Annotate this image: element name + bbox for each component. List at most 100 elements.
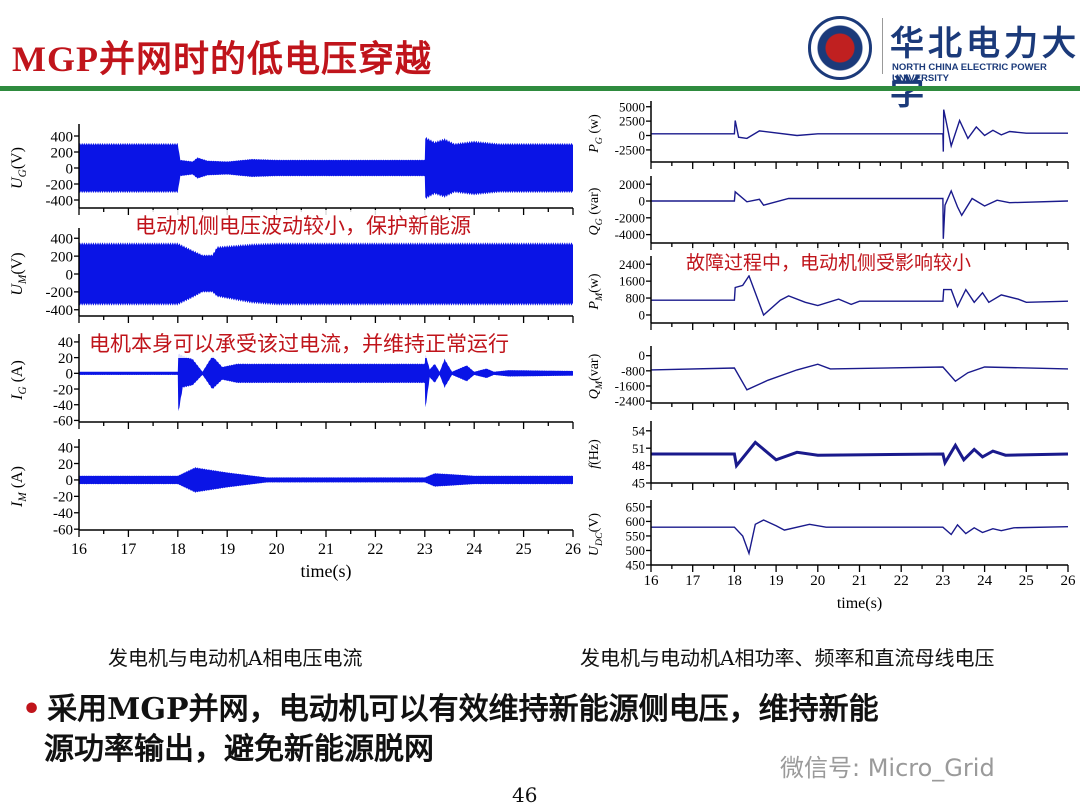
y-tick-label: 48 (632, 458, 645, 473)
trace-QG (651, 189, 1069, 239)
x-tick-label: 18 (170, 541, 186, 558)
y-tick-label: 54 (632, 423, 646, 438)
y-tick-label: -20 (53, 382, 73, 398)
x-tick-label: 25 (516, 541, 532, 558)
x-tick-label: 16 (71, 541, 87, 558)
x-tick-label: 22 (367, 541, 383, 558)
y-tick-label: 650 (626, 499, 646, 514)
waveform-band-IG (79, 353, 573, 412)
y-tick-label: -40 (53, 398, 73, 414)
watermark: 微信号: Micro_Grid (780, 754, 995, 782)
bullet-line-2: 源功率输出，避免新能源脱网 (44, 732, 434, 767)
trace-PM (651, 274, 1069, 317)
y-tick-label: -20 (53, 490, 73, 506)
annotation-current: 电机本身可以承受该过电流，并维持正常运行 (89, 328, 509, 358)
x-tick-label: 16 (644, 573, 660, 589)
y-tick-label: -200 (46, 177, 74, 193)
y-tick-label: 0 (639, 194, 646, 209)
y-tick-label: -40 (53, 506, 73, 522)
y-tick-label: 0 (639, 128, 646, 143)
y-axis-label: UM(V) (9, 252, 29, 295)
y-tick-label: 400 (51, 129, 74, 145)
x-tick-label: 19 (769, 573, 784, 589)
x-axis-label: time(s) (301, 561, 352, 582)
x-tick-label: 19 (219, 541, 235, 558)
y-tick-label: -1600 (615, 379, 645, 394)
y-axis-label: UDC(V) (587, 513, 605, 557)
x-axis-label: time(s) (837, 595, 882, 612)
bullet-line-1: 采用MGP并网，电动机可以有效维持新能源侧电压，维持新能 (47, 692, 879, 727)
y-tick-label: 0 (639, 308, 646, 323)
x-tick-label: 17 (120, 541, 136, 558)
y-tick-label: -200 (46, 285, 74, 301)
x-tick-label: 20 (810, 573, 825, 589)
y-axis-label: UG(V) (9, 147, 29, 189)
y-tick-label: -2500 (615, 142, 645, 157)
bullet-icon: • (22, 692, 42, 727)
subplot-QG: 2000 0-2000 -4000 QG (var) (587, 176, 1069, 250)
y-tick-label: -2400 (615, 394, 645, 409)
y-tick-label: -60 (53, 522, 73, 538)
y-tick-label: 0 (66, 267, 74, 283)
trace-QM (650, 363, 1069, 391)
y-tick-label: -400 (46, 303, 74, 319)
y-tick-label: -60 (53, 414, 73, 430)
x-tick-label: 21 (852, 573, 867, 589)
y-tick-label: 0 (639, 348, 646, 363)
x-tick-label: 20 (269, 541, 285, 558)
y-tick-label: 800 (626, 291, 646, 306)
y-tick-label: 2400 (619, 257, 645, 272)
subplot-f: 54 51 48 45 f(Hz) (587, 421, 1069, 491)
y-tick-label: 40 (58, 335, 73, 351)
slide-title: MGP并网时的低电压穿越 (12, 39, 432, 79)
x-tick-label: 22 (894, 573, 909, 589)
logo-chinese-name: 华北电力大学 (890, 24, 1080, 113)
subplot-QM: 0-800-1600-2400 QM(var) (587, 346, 1069, 410)
trace-UDC (651, 519, 1069, 556)
trace-f (651, 440, 1069, 470)
y-tick-label: 5000 (619, 99, 645, 114)
y-tick-label: 0 (66, 473, 74, 489)
y-axis-label: QM(var) (587, 353, 605, 399)
y-tick-label: 2000 (619, 177, 645, 192)
y-tick-label: 20 (58, 351, 73, 367)
y-axis-label: PM(w) (587, 273, 605, 311)
bullet-point: • 采用MGP并网，电动机可以有效维持新能源侧电压，维持新能 源功率输出，避免新能… (22, 690, 1062, 770)
waveform-band-UG (79, 137, 573, 199)
y-tick-label: 20 (58, 457, 73, 473)
university-logo: 华北电力大学 NORTH CHINA ELECTRIC POWER UNIVER… (808, 14, 1080, 113)
y-axis-label: IM (A) (9, 466, 29, 508)
x-tick-label: 25 (1019, 573, 1034, 589)
subplot-PM: 2400 1600 800 0 PM(w) (587, 256, 1069, 330)
waveform-band-UM (79, 242, 573, 306)
y-axis-label: PG (w) (587, 114, 605, 154)
y-tick-label: 200 (51, 145, 74, 161)
y-tick-label: 0 (66, 161, 74, 177)
y-tick-label: -800 (621, 363, 645, 378)
caption-right: 发电机与电动机A相功率、频率和直流母线电压 (580, 646, 995, 670)
university-seal-icon (808, 16, 872, 80)
y-tick-label: -400 (46, 193, 74, 209)
x-tick-label: 23 (417, 541, 433, 558)
y-tick-label: 550 (626, 529, 646, 544)
y-tick-label: 2500 (619, 114, 645, 129)
annotation-power: 故障过程中，电动机侧受影响较小 (686, 248, 972, 275)
y-tick-label: 51 (632, 441, 645, 456)
x-tick-label: 18 (727, 573, 742, 589)
y-tick-label: 450 (626, 558, 646, 573)
y-axis-label: QG (var) (587, 187, 605, 235)
y-tick-label: 0 (66, 367, 74, 383)
y-tick-label: 500 (626, 543, 646, 558)
page-number: 46 (512, 783, 538, 807)
y-axis-label: f(Hz) (587, 439, 602, 469)
annotation-voltage: 电动机侧电压波动较小，保护新能源 (135, 210, 471, 240)
x-tick-label: 26 (565, 541, 581, 558)
x-tick-label: 17 (685, 573, 701, 589)
y-tick-label: 600 (626, 514, 646, 529)
y-tick-label: 200 (51, 249, 74, 265)
y-tick-label: 1600 (619, 274, 645, 289)
